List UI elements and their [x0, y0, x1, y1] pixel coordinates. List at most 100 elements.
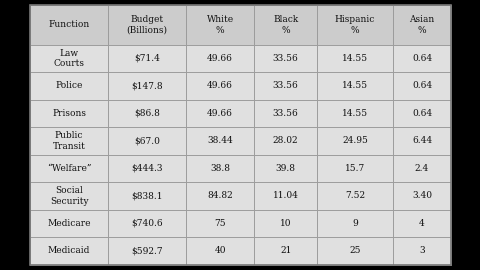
- Bar: [186, 45, 254, 72]
- Bar: [30, 237, 108, 265]
- Bar: [317, 45, 393, 72]
- Bar: [30, 127, 108, 154]
- Bar: [108, 100, 186, 127]
- Bar: [317, 154, 393, 182]
- Text: 28.02: 28.02: [273, 136, 299, 145]
- Bar: [393, 127, 451, 154]
- Text: Medicaid: Medicaid: [48, 246, 90, 255]
- Text: 14.55: 14.55: [342, 54, 368, 63]
- Text: $838.1: $838.1: [132, 191, 163, 200]
- Text: 2.4: 2.4: [415, 164, 429, 173]
- Bar: [30, 5, 108, 45]
- Text: 14.55: 14.55: [342, 81, 368, 90]
- Bar: [254, 237, 317, 265]
- Text: Public
Transit: Public Transit: [53, 131, 85, 150]
- Text: 3: 3: [419, 246, 425, 255]
- Bar: [317, 210, 393, 237]
- Bar: [186, 154, 254, 182]
- Text: $67.0: $67.0: [134, 136, 160, 145]
- Bar: [108, 45, 186, 72]
- Text: 84.82: 84.82: [207, 191, 233, 200]
- Text: 0.64: 0.64: [412, 109, 432, 118]
- Bar: [254, 154, 317, 182]
- Bar: [108, 210, 186, 237]
- Text: 0.64: 0.64: [412, 81, 432, 90]
- Bar: [317, 72, 393, 100]
- Text: 38.44: 38.44: [207, 136, 233, 145]
- Bar: [186, 127, 254, 154]
- Text: White
%: White %: [206, 15, 234, 35]
- Text: 3.40: 3.40: [412, 191, 432, 200]
- Bar: [393, 5, 451, 45]
- Bar: [186, 237, 254, 265]
- Bar: [186, 72, 254, 100]
- Bar: [254, 45, 317, 72]
- Text: 33.56: 33.56: [273, 109, 299, 118]
- Text: 24.95: 24.95: [342, 136, 368, 145]
- Bar: [393, 182, 451, 210]
- Text: 11.04: 11.04: [273, 191, 299, 200]
- Bar: [254, 72, 317, 100]
- Bar: [254, 210, 317, 237]
- Bar: [186, 210, 254, 237]
- Bar: [30, 154, 108, 182]
- Bar: [317, 127, 393, 154]
- Text: Budget
(Billions): Budget (Billions): [127, 15, 168, 35]
- Text: 0.64: 0.64: [412, 54, 432, 63]
- Text: 9: 9: [352, 219, 358, 228]
- Text: Black
%: Black %: [273, 15, 299, 35]
- Text: Function: Function: [48, 21, 90, 29]
- Text: 15.7: 15.7: [345, 164, 365, 173]
- Text: 21: 21: [280, 246, 291, 255]
- Bar: [108, 72, 186, 100]
- Text: Medicare: Medicare: [48, 219, 91, 228]
- Text: Social
Security: Social Security: [50, 186, 88, 205]
- Bar: [108, 237, 186, 265]
- Bar: [393, 237, 451, 265]
- Bar: [108, 127, 186, 154]
- Text: Law
Courts: Law Courts: [54, 49, 84, 68]
- Bar: [393, 72, 451, 100]
- Text: $444.3: $444.3: [132, 164, 163, 173]
- Bar: [30, 5, 451, 265]
- Bar: [186, 100, 254, 127]
- Bar: [254, 100, 317, 127]
- Bar: [254, 5, 317, 45]
- Bar: [30, 100, 108, 127]
- Bar: [30, 182, 108, 210]
- Bar: [108, 154, 186, 182]
- Text: 25: 25: [349, 246, 361, 255]
- Text: Prisons: Prisons: [52, 109, 86, 118]
- Text: 33.56: 33.56: [273, 54, 299, 63]
- Text: 49.66: 49.66: [207, 54, 233, 63]
- Bar: [254, 182, 317, 210]
- Text: 75: 75: [214, 219, 226, 228]
- Bar: [317, 5, 393, 45]
- Bar: [317, 100, 393, 127]
- Text: 4: 4: [419, 219, 425, 228]
- Text: 14.55: 14.55: [342, 109, 368, 118]
- Text: 49.66: 49.66: [207, 81, 233, 90]
- Bar: [108, 5, 186, 45]
- Text: $147.8: $147.8: [131, 81, 163, 90]
- Text: $71.4: $71.4: [134, 54, 160, 63]
- Text: 49.66: 49.66: [207, 109, 233, 118]
- Bar: [254, 127, 317, 154]
- Bar: [393, 100, 451, 127]
- Bar: [393, 154, 451, 182]
- Bar: [317, 182, 393, 210]
- Bar: [393, 45, 451, 72]
- Bar: [30, 45, 108, 72]
- Bar: [108, 182, 186, 210]
- Text: “Welfare”: “Welfare”: [47, 164, 91, 173]
- Text: 33.56: 33.56: [273, 81, 299, 90]
- Bar: [317, 237, 393, 265]
- Text: Hispanic
%: Hispanic %: [335, 15, 375, 35]
- Text: $740.6: $740.6: [131, 219, 163, 228]
- Text: Police: Police: [56, 81, 83, 90]
- Text: 40: 40: [214, 246, 226, 255]
- Text: 38.8: 38.8: [210, 164, 230, 173]
- Text: 7.52: 7.52: [345, 191, 365, 200]
- Text: $86.8: $86.8: [134, 109, 160, 118]
- Bar: [186, 182, 254, 210]
